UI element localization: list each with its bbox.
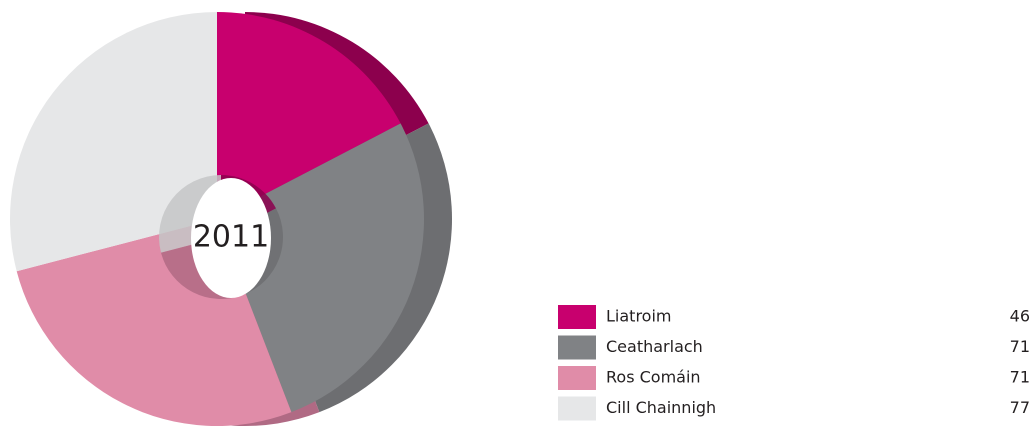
legend-swatch <box>558 335 596 360</box>
legend-swatch <box>558 366 596 390</box>
wedge <box>217 123 424 413</box>
center-label: 2011 <box>193 220 269 255</box>
legend-label: Liatroim <box>606 307 671 326</box>
wedge <box>217 12 401 219</box>
legend-swatch <box>558 396 596 421</box>
legend-swatch <box>558 305 596 329</box>
legend-label: Ros Comáin <box>606 368 701 387</box>
value-label: 71 <box>1010 368 1030 387</box>
legend: Liatroim 46 Ceatharlach 71 Ros Comáin 71 Cill … <box>558 305 1030 421</box>
value-label: 71 <box>1010 337 1030 356</box>
value-label: 46 <box>1010 307 1030 326</box>
wedge <box>9 12 217 272</box>
pie <box>9 12 424 426</box>
value-label: 77 <box>1010 398 1030 417</box>
legend-label: Ceatharlach <box>606 337 703 356</box>
legend-label: Cill Chainnigh <box>606 398 716 417</box>
center-disc <box>191 178 271 298</box>
